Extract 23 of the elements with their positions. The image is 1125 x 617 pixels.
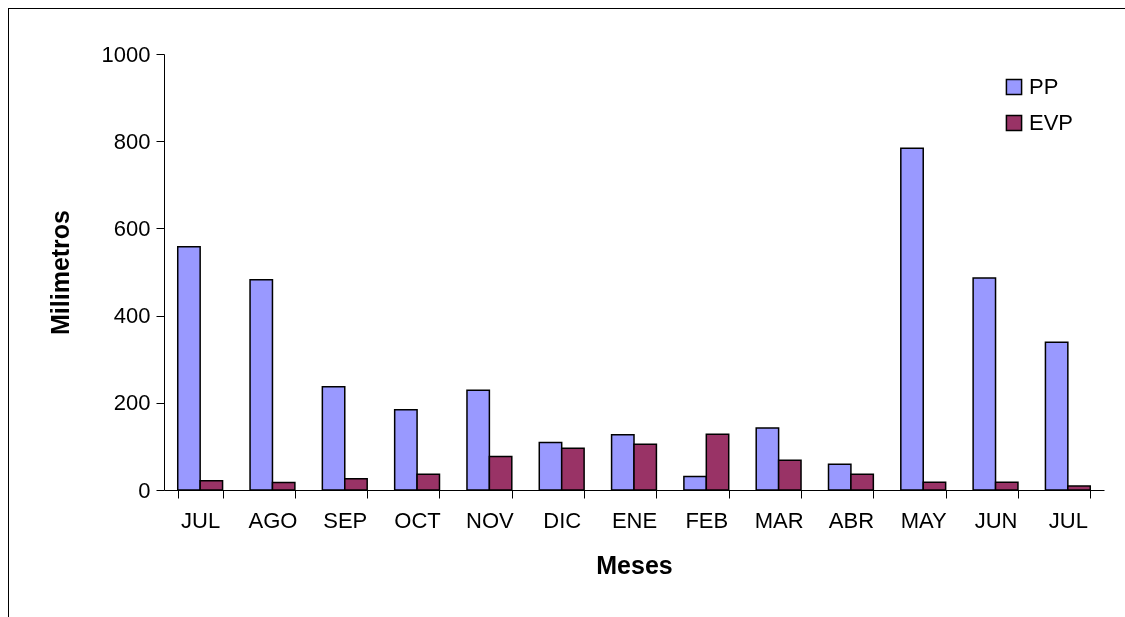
- x-tick-label: FEB: [685, 507, 729, 533]
- x-tick-label: ENE: [611, 507, 658, 533]
- x-tick-label: DIC: [543, 507, 582, 533]
- x-axis-title: Meses: [596, 550, 673, 579]
- x-tick-label: JUL: [1048, 507, 1088, 533]
- x-tick-label: ABR: [828, 507, 875, 533]
- legend-label: EVP: [1029, 110, 1074, 135]
- x-tick-label: JUL: [181, 507, 221, 533]
- x-tick-label: MAR: [754, 507, 804, 533]
- y-tick-label: 400: [113, 303, 151, 329]
- legend-label: PP: [1029, 74, 1059, 99]
- x-tick-label: JUN: [974, 507, 1018, 533]
- y-tick-label: 0: [138, 477, 151, 503]
- x-tick-label: NOV: [466, 507, 515, 533]
- x-tick-label: AGO: [248, 507, 298, 533]
- y-tick-label: 200: [113, 390, 151, 416]
- y-tick-label: 600: [113, 215, 151, 241]
- y-tick-label: 1000: [101, 41, 151, 67]
- y-tick-label: 800: [113, 128, 151, 154]
- x-tick-label: SEP: [323, 507, 368, 533]
- y-axis-title: Milimetros: [45, 209, 74, 336]
- x-tick-label: OCT: [394, 507, 441, 533]
- x-tick-label: MAY: [900, 507, 948, 533]
